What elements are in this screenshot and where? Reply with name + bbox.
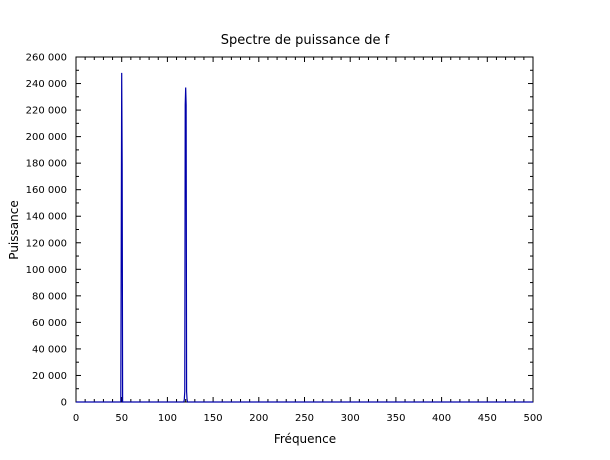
x-tick-label: 200 [249,413,268,424]
y-tick-label: 60 000 [32,318,67,329]
x-tick-label: 500 [523,413,542,424]
x-tick-label: 50 [115,413,128,424]
y-tick-label: 260 000 [26,53,67,64]
plot-frame [75,56,534,403]
y-tick-label: 240 000 [26,79,67,90]
y-tick-label: 180 000 [26,159,67,170]
x-tick-label: 450 [478,413,497,424]
y-tick-label: 0 [61,398,67,409]
x-tick-label: 100 [158,413,177,424]
x-tick-label: 250 [295,413,314,424]
x-tick-label: 350 [386,413,405,424]
x-axis: 0 50 100 150 200 250 300 350 400 450 500 [73,57,543,424]
x-tick-label: 300 [341,413,360,424]
x-tick-label: 150 [204,413,223,424]
x-tick-label: 0 [73,413,79,424]
y-tick-label: 100 000 [26,265,67,276]
y-tick-label: 200 000 [26,132,67,143]
series-line-0 [76,72,533,403]
y-tick-label: 140 000 [26,212,67,223]
series-layer [76,72,533,403]
y-axis-title: Puissance [7,200,21,259]
x-axis-title: Fréquence [274,432,336,446]
chart-title: Spectre de puissance de f [221,33,390,48]
plot-area [75,56,534,403]
y-tick-label: 220 000 [26,106,67,117]
y-axis: 0 20 000 40 000 60 000 80 000 100 000 120 000 1… [26,53,533,409]
y-tick-label: 120 000 [26,238,67,249]
y-tick-label: 40 000 [32,344,67,355]
y-tick-label: 80 000 [32,291,67,302]
y-tick-label: 20 000 [32,371,67,382]
y-tick-label: 160 000 [26,185,67,196]
x-tick-label: 400 [432,413,451,424]
